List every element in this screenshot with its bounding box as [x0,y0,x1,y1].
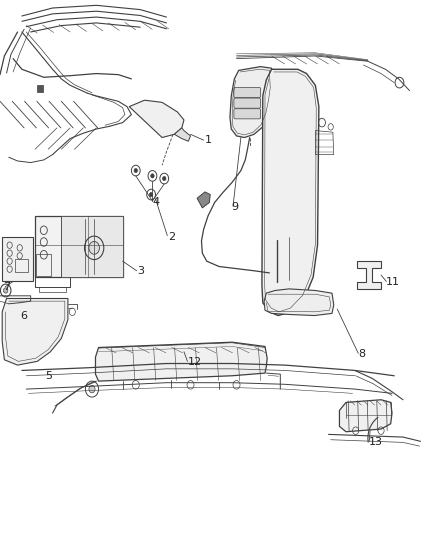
Text: 13: 13 [369,437,383,447]
Text: 5: 5 [45,372,52,381]
Polygon shape [2,237,33,281]
Text: 3: 3 [137,266,144,276]
Text: 1: 1 [205,135,212,145]
Circle shape [134,168,138,173]
Bar [15,259,28,272]
Polygon shape [95,342,267,381]
Text: 11: 11 [386,277,400,287]
Polygon shape [357,261,381,289]
Polygon shape [264,289,334,316]
Text: 6: 6 [20,311,27,320]
FancyBboxPatch shape [234,98,261,108]
Circle shape [162,176,166,181]
Text: 4: 4 [152,197,159,207]
Circle shape [4,288,8,293]
Polygon shape [2,298,68,365]
Polygon shape [230,67,272,138]
Bar [36,254,51,276]
Circle shape [149,192,153,197]
Polygon shape [339,400,392,432]
Polygon shape [174,128,191,141]
Bar [37,85,43,92]
Text: 8: 8 [358,349,365,359]
FancyBboxPatch shape [234,87,261,98]
Text: 2: 2 [168,232,175,241]
Polygon shape [35,216,123,277]
Circle shape [89,385,95,393]
Text: 9: 9 [231,203,238,212]
Polygon shape [61,216,123,277]
Circle shape [151,174,154,178]
Text: 12: 12 [187,357,201,367]
Polygon shape [262,69,319,316]
Polygon shape [197,192,210,208]
Text: 7: 7 [4,282,11,292]
FancyBboxPatch shape [234,109,261,119]
Polygon shape [129,100,184,138]
Circle shape [89,241,99,254]
